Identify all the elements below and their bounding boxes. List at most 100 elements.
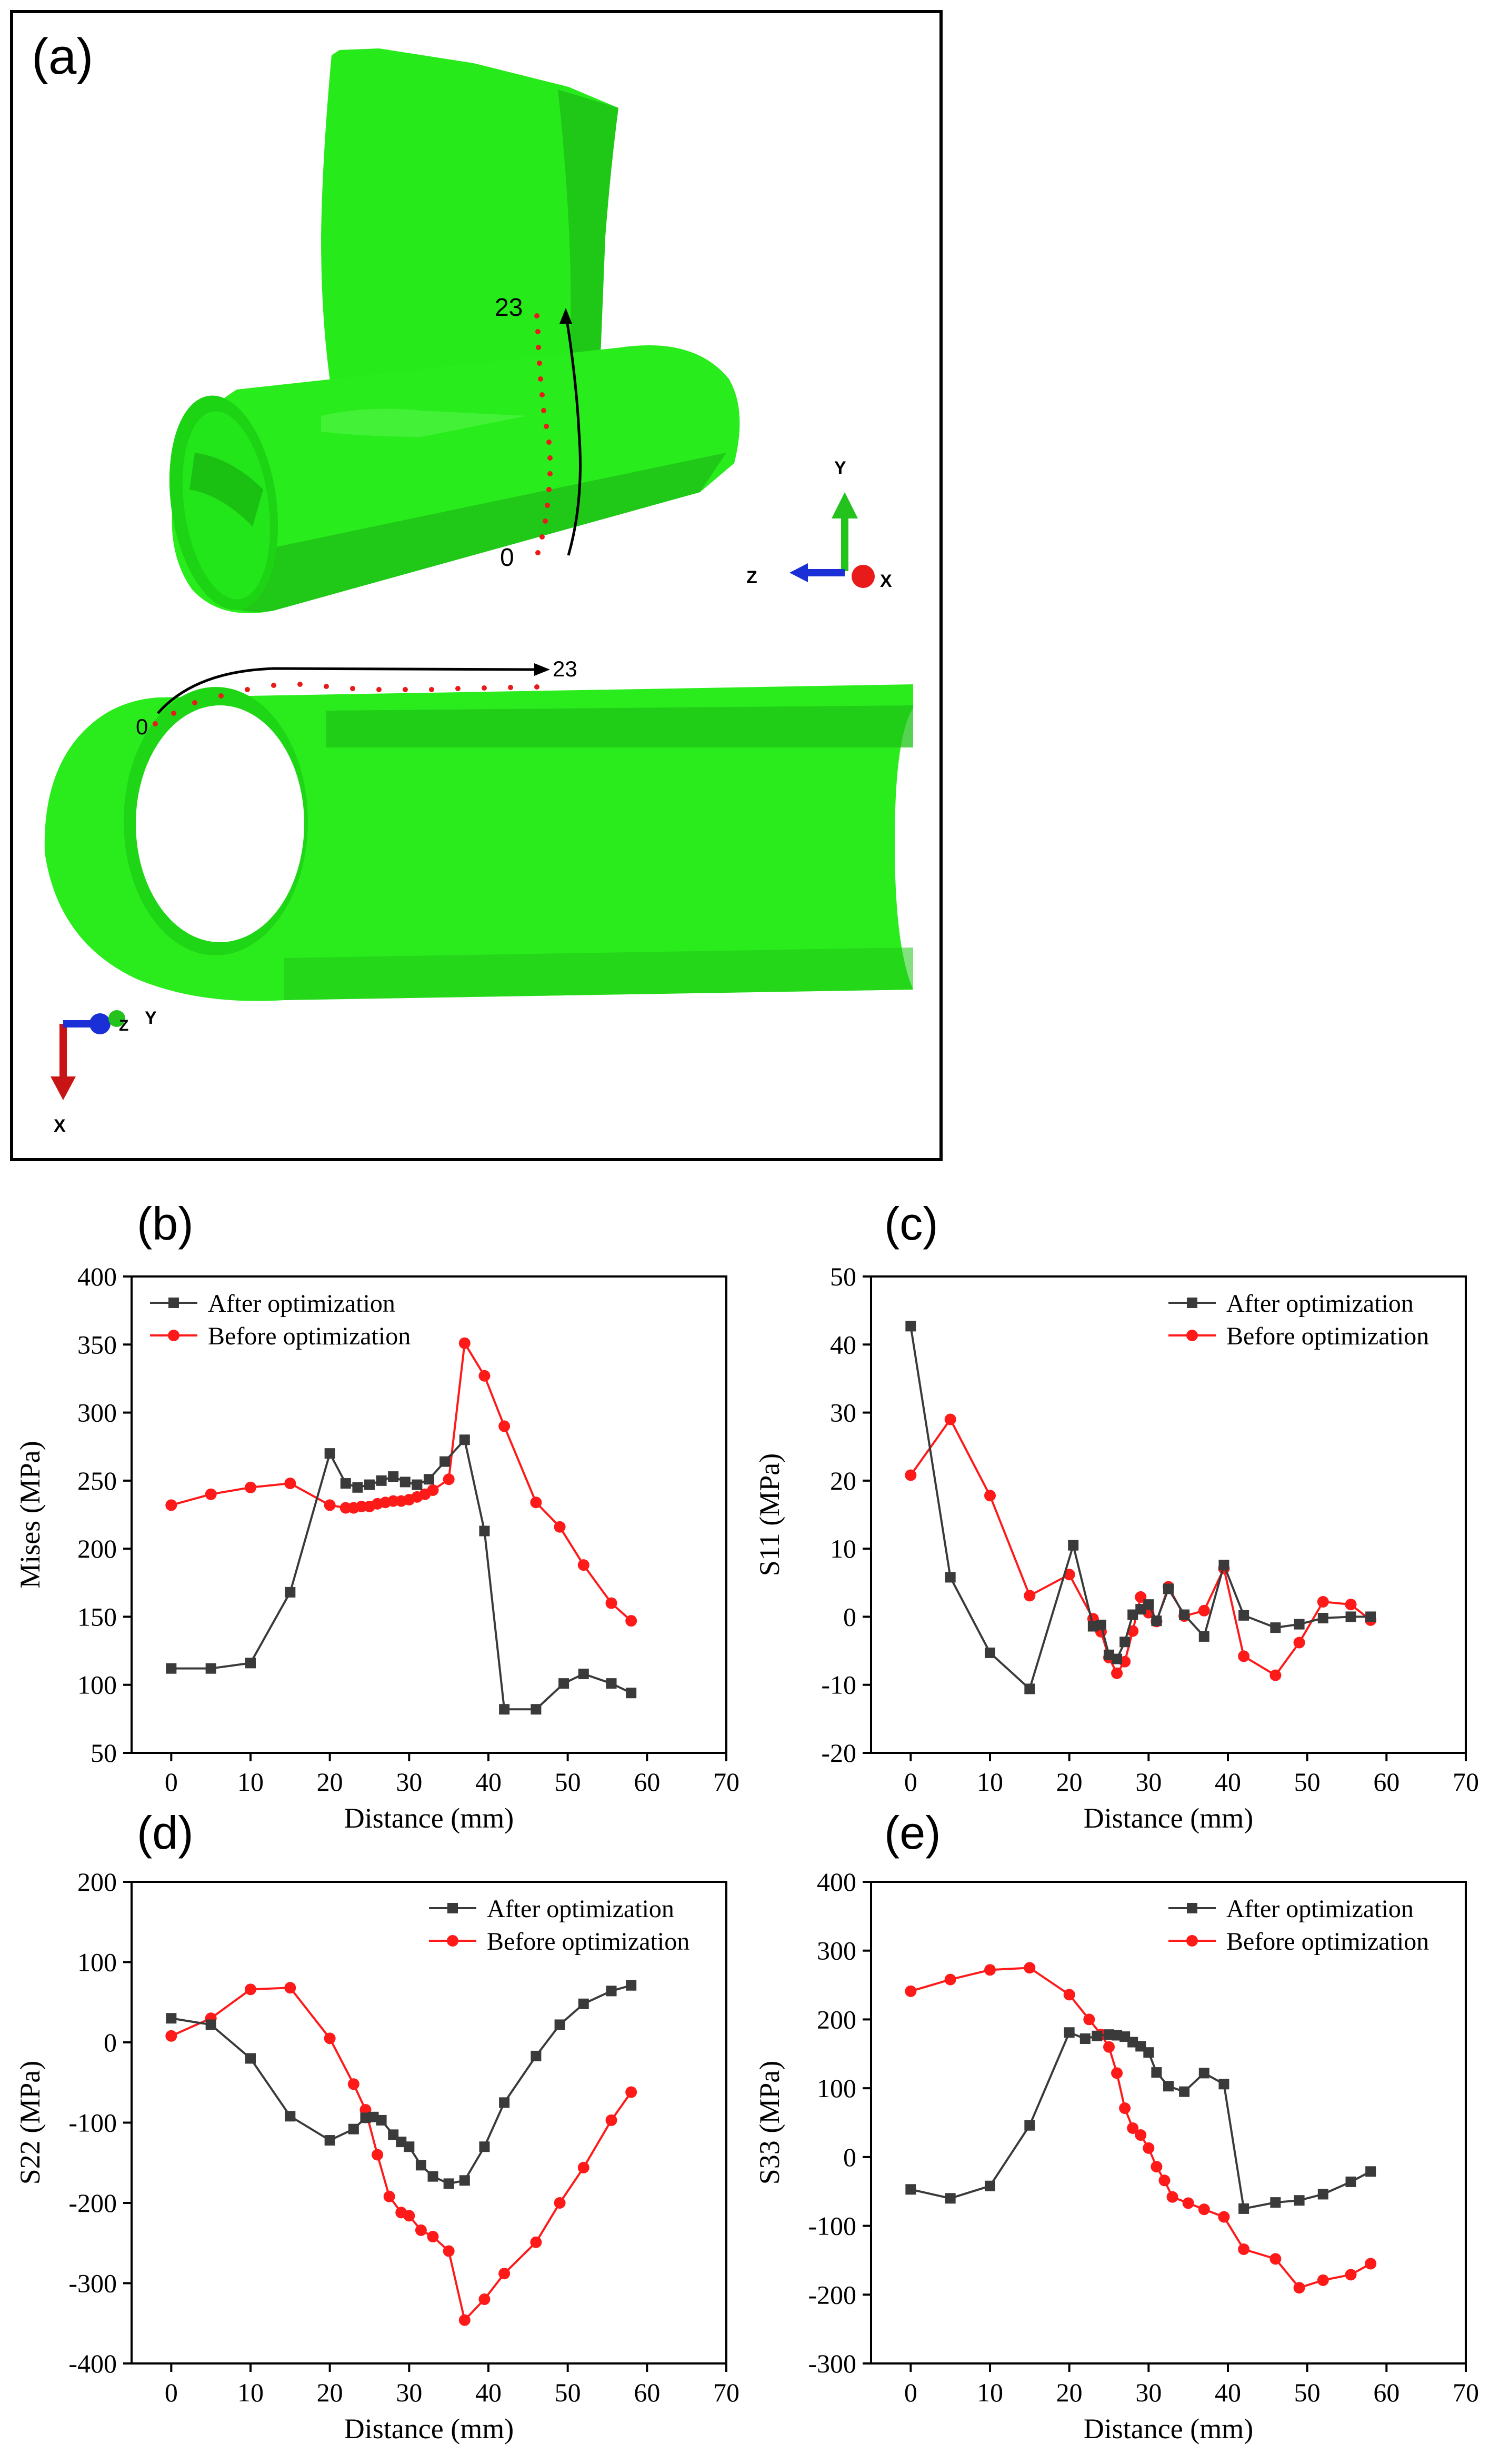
y-tick-label: 100 xyxy=(77,1670,117,1700)
top-path-start-label: 0 xyxy=(500,544,514,572)
y-tick-label: 0 xyxy=(843,1602,856,1631)
data-point-after xyxy=(985,1647,995,1658)
data-point-before xyxy=(1024,1590,1036,1602)
chart-d-x-axis-label: Distance (mm) xyxy=(344,2413,514,2445)
data-point-after xyxy=(1143,1599,1154,1610)
bottom-path-start-label: 0 xyxy=(136,714,148,739)
bottom-path-arrow xyxy=(157,667,540,714)
series-line-after xyxy=(910,2031,1372,2210)
data-point-before xyxy=(284,1982,296,1994)
data-point-after xyxy=(1179,1609,1190,1620)
data-point-before xyxy=(498,2268,511,2280)
panel-a: (a) 0 23 xyxy=(10,10,943,1161)
data-point-before xyxy=(605,2114,617,2126)
data-point-before xyxy=(245,1983,256,1996)
data-point-before xyxy=(984,1964,996,1976)
chart-e-panel-label: (e) xyxy=(884,1807,941,1859)
data-point-after xyxy=(479,2141,490,2152)
data-point-before xyxy=(1158,2174,1171,2187)
data-point-before xyxy=(1198,2203,1210,2216)
data-point-after xyxy=(424,1474,434,1485)
x-tick-label: 40 xyxy=(1215,1767,1241,1797)
data-point-before xyxy=(605,1597,617,1609)
chart-d: (d) 0 10 20 30 40 50 60 70 -400 -300 -200 -100 0 100 20… xyxy=(14,1807,739,2445)
y-tick-label: 50 xyxy=(830,1262,856,1291)
data-point-after xyxy=(205,1663,216,1674)
data-point-after xyxy=(1104,1649,1114,1660)
y-tick-label: -100 xyxy=(808,2211,856,2241)
y-tick-label: -200 xyxy=(808,2280,856,2309)
x-tick-label: 0 xyxy=(165,1767,178,1797)
data-point-after xyxy=(412,1479,423,1490)
data-point-before xyxy=(415,2224,427,2236)
data-point-after xyxy=(459,1434,470,1445)
data-point-after xyxy=(606,1986,617,1997)
data-point-before xyxy=(324,1499,336,1511)
chart-d-y-axis-label: S22 (MPa) xyxy=(14,2061,46,2185)
data-point-after xyxy=(1092,2030,1103,2041)
data-point-before xyxy=(1317,2274,1329,2286)
y-tick-label: -10 xyxy=(821,1670,856,1700)
data-point-after xyxy=(1112,1653,1123,1664)
y-tick-label: 100 xyxy=(77,1948,117,1977)
data-point-before xyxy=(1345,1599,1357,1611)
data-point-before xyxy=(1182,2197,1194,2209)
y-tick-label: 20 xyxy=(830,1466,856,1495)
data-point-before xyxy=(1238,1650,1250,1662)
x-tick-label: 40 xyxy=(475,2378,502,2407)
top-path-arrowhead xyxy=(559,308,572,324)
data-point-after xyxy=(1143,2047,1154,2058)
x-tick-label: 70 xyxy=(713,2378,739,2407)
data-point-after xyxy=(376,1475,387,1486)
data-point-after xyxy=(1119,2031,1131,2042)
bottom-axis-y-label: Y xyxy=(145,1008,157,1028)
data-point-before xyxy=(1269,1669,1282,1681)
x-tick-label: 70 xyxy=(1453,1767,1479,1797)
x-tick-label: 60 xyxy=(634,2378,660,2407)
legend-label: Before optimization xyxy=(1226,1322,1429,1350)
data-point-after xyxy=(578,1669,589,1680)
y-tick-label: 50 xyxy=(91,1738,117,1768)
data-point-after xyxy=(1119,1637,1131,1648)
data-point-after xyxy=(1345,2176,1356,2187)
legend-label: After optimization xyxy=(487,1895,674,1923)
y-tick-label: 400 xyxy=(817,1867,856,1897)
x-tick-label: 50 xyxy=(1294,2378,1321,2407)
data-point-after xyxy=(1294,2195,1305,2206)
data-point-after xyxy=(459,2175,470,2186)
data-point-after xyxy=(531,1704,542,1715)
data-point-before xyxy=(165,1499,177,1511)
x-tick-label: 10 xyxy=(977,2378,1003,2407)
data-point-after xyxy=(1024,1683,1035,1694)
series-line-after xyxy=(171,1984,632,2185)
cut-chord-shadow xyxy=(326,705,913,747)
data-point-after xyxy=(1135,2041,1146,2052)
top-tjoint-model: 0 23 xyxy=(169,48,740,613)
x-tick-label: 10 xyxy=(237,1767,264,1797)
x-tick-label: 60 xyxy=(1373,2378,1399,2407)
data-point-before xyxy=(284,1478,296,1490)
saddle-highlight xyxy=(321,408,526,437)
data-point-before xyxy=(427,2231,439,2243)
data-point-after xyxy=(479,1525,490,1537)
data-point-after xyxy=(439,1456,451,1467)
data-point-before xyxy=(1238,2243,1250,2256)
y-tick-label: -20 xyxy=(821,1738,856,1768)
data-point-after xyxy=(1135,1604,1146,1615)
bottom-axis-triad: Y Z X xyxy=(51,1008,157,1136)
data-point-after xyxy=(443,2178,454,2189)
data-point-after xyxy=(499,1704,510,1715)
y-tick-label: 100 xyxy=(817,2073,856,2103)
data-point-after xyxy=(399,1477,411,1488)
data-point-after xyxy=(1104,2029,1114,2040)
data-point-before xyxy=(1269,2253,1282,2265)
y-tick-label: 200 xyxy=(77,1534,117,1563)
data-point-before xyxy=(383,2190,395,2202)
data-point-after xyxy=(324,1448,335,1459)
data-point-after xyxy=(1345,1611,1356,1622)
data-point-after xyxy=(285,2111,296,2122)
legend-label: Before optimization xyxy=(1226,1928,1429,1956)
chord-inner-shade xyxy=(189,453,263,526)
data-point-before xyxy=(1293,2282,1305,2294)
